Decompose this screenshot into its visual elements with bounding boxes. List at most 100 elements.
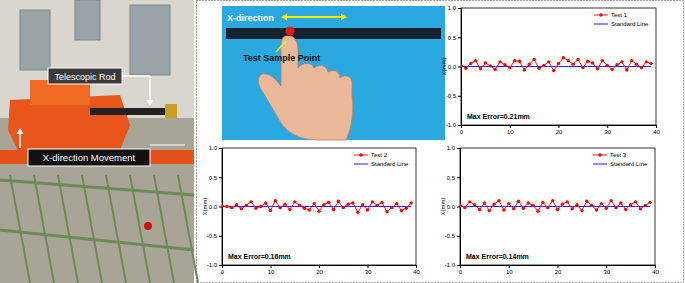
diagram: X-directionTest Sample Point [222,6,445,140]
legend-label: Standard Line [611,21,649,27]
series-marker [629,203,632,206]
y-tick: 0.0 [209,204,222,210]
annotation: Max Error=0.21mm [467,113,530,120]
series-marker [385,210,388,213]
series-marker [580,209,583,212]
y-tick: -0.5 [446,93,461,99]
scaffold-bar [34,175,54,283]
x-tick-label: 40 [653,129,660,135]
y-tick: 1.0 [448,5,461,11]
series-marker [528,62,531,65]
annotation: Max Error=0.16mm [228,253,291,260]
series-marker [366,208,369,211]
series-marker [634,200,637,203]
y-axis-title: X(mm) [440,198,446,216]
y-tick-mark [458,8,461,9]
series-marker [600,202,603,205]
x-tick-mark [559,125,560,128]
x-tick-label: 0 [221,269,225,275]
x-tick-mark [416,265,417,268]
legend-label: Test 3 [610,152,627,158]
series-marker [361,203,364,206]
series-marker [337,200,340,203]
series-marker [547,60,550,63]
series-marker [518,60,521,63]
y-tick-label: -0.5 [207,233,218,239]
series-marker [595,208,598,211]
series-marker [283,202,286,205]
x-axis: 010203040 [459,265,660,275]
series-marker [249,200,252,203]
scaffold-bar [106,175,126,283]
x-tick: 30 [365,265,372,275]
series-marker [645,60,648,63]
series-marker [624,208,627,211]
x-tick: 30 [604,125,611,135]
series-marker [376,204,379,207]
series-marker [567,59,570,62]
series-marker [254,207,257,210]
y-tick: -1.0 [207,262,222,268]
y-tick: 1.0 [209,145,222,151]
series-marker [245,204,248,207]
label-box [28,149,150,166]
y-tick: -1.0 [446,122,461,128]
y-tick-mark [219,177,222,178]
series-marker [468,200,471,203]
x-tick-mark [319,265,320,268]
point-arrow [276,41,286,52]
series-marker [640,66,643,69]
y-tick-mark [219,265,222,266]
series-marker [615,63,618,66]
series-marker [639,207,642,210]
light [144,222,152,230]
series-marker [575,203,578,206]
series-marker [493,68,496,71]
scaffold-bar [82,175,102,283]
series-marker [614,206,617,209]
legend-marker [359,153,362,156]
plot-frame [222,148,416,265]
photo-label: Telescopic Rod [54,72,115,82]
series-marker [235,203,238,206]
series-marker [342,206,345,209]
label-arrow [149,76,151,104]
series-marker [562,56,565,59]
figure: Telescopic RodX-direction MovementX-dire… [0,0,685,283]
x-tick-label: 10 [507,129,514,135]
series-marker [259,205,262,208]
series-marker [551,199,554,202]
series-marker [492,202,495,205]
arrowhead [17,128,24,134]
series-marker [483,201,486,204]
x-tick-mark [509,265,510,268]
x-tick-mark [271,265,272,268]
y-tick-mark [457,177,460,178]
x-tick-label: 20 [556,129,563,135]
y-tick-label: 1.0 [447,145,456,151]
x-tick: 20 [555,265,562,275]
series-marker [561,202,564,205]
series-marker [464,67,467,70]
series-marker [517,200,520,203]
series-marker [576,58,579,61]
y-axis-line [219,149,223,266]
x-axis-line [223,266,417,269]
series-marker [542,64,545,67]
series-marker [240,207,243,210]
scaffold-rail [0,180,194,195]
arrowhead [147,100,154,106]
y-axis-line [458,9,462,126]
series-marker [463,206,466,209]
x-tick-label: 40 [413,269,420,275]
x-tick: 30 [603,265,610,275]
y-tick-mark [457,148,460,149]
series-marker [571,62,574,65]
series-marker [461,64,463,67]
x-tick-label: 10 [506,269,513,275]
y-tick-mark [457,236,460,237]
x-tick-label: 10 [268,269,275,275]
x-tick-label: 0 [459,269,463,275]
series-marker [512,207,515,210]
series-marker [546,206,549,209]
